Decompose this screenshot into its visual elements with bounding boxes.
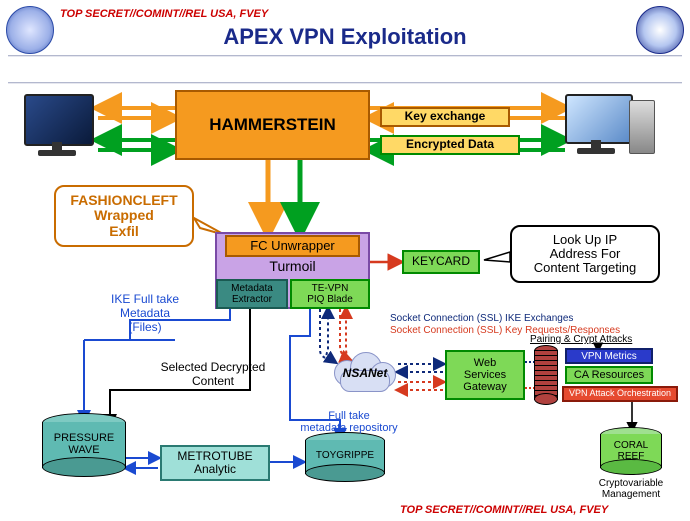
nsanet-label: NSANet xyxy=(330,366,400,380)
web-gateway-box: Web Services Gateway xyxy=(445,350,525,400)
metrotube-label: METROTUBE Analytic xyxy=(177,450,252,476)
keycard-label: KEYCARD xyxy=(412,255,470,268)
toygrippe-label: TOYGRIPPE xyxy=(305,450,385,461)
classification-bottom: TOP SECRET//COMINT//REL USA, FVEY xyxy=(400,504,608,516)
turmoil-label: Turmoil xyxy=(225,258,360,274)
vpn-attack-label: VPN Attack Orchestration xyxy=(569,389,671,399)
fashioncleft-callout: FASHIONCLEFT Wrapped Exfil xyxy=(54,185,194,247)
crypto-mgmt-label: Cryptovariable Management xyxy=(584,478,678,500)
fc-unwrapper-box: FC Unwrapper xyxy=(225,235,360,257)
metadata-extractor-box: Metadata Extractor xyxy=(216,279,288,309)
full-take-repo-label: Full take metadata repository xyxy=(294,410,404,434)
fashioncleft-text: FASHIONCLEFT Wrapped Exfil xyxy=(70,193,177,239)
key-exchange-label: Key exchange xyxy=(380,107,510,127)
key-exchange-text: Key exchange xyxy=(405,110,486,123)
pressure-wave-label: PRESSURE WAVE xyxy=(42,432,126,456)
coral-reef-cylinder: CORAL REEF xyxy=(600,434,662,468)
metrotube-box: METROTUBE Analytic xyxy=(160,445,270,481)
diagram-stage: TOP SECRET//COMINT//REL USA, FVEY APEX V… xyxy=(0,0,690,521)
coral-reef-label: CORAL REEF xyxy=(600,440,662,462)
ca-resources-box: CA Resources xyxy=(565,366,653,384)
lookup-callout: Look Up IP Address For Content Targeting xyxy=(510,225,660,283)
ssl-ike-label: Socket Connection (SSL) IKE Exchanges xyxy=(390,313,573,324)
keycard-box: KEYCARD xyxy=(402,250,480,274)
encrypted-data-label: Encrypted Data xyxy=(380,135,520,155)
hammerstein-label: HAMMERSTEIN xyxy=(209,116,336,135)
web-gateway-label: Web Services Gateway xyxy=(463,357,506,393)
vpn-attack-box: VPN Attack Orchestration xyxy=(562,386,678,402)
vpn-metrics-label: VPN Metrics xyxy=(581,351,637,362)
encrypted-data-text: Encrypted Data xyxy=(406,138,494,151)
pressure-wave-cylinder: PRESSURE WAVE xyxy=(42,422,126,468)
firewall-cylinder-icon xyxy=(534,350,558,400)
nsanet-cloud-icon: NSANet xyxy=(330,350,400,398)
fc-unwrapper-label: FC Unwrapper xyxy=(250,239,335,253)
metadata-extractor-label: Metadata Extractor xyxy=(231,283,273,305)
ca-resources-label: CA Resources xyxy=(574,369,644,381)
ike-full-label: IKE Full take Metadata (Files) xyxy=(100,292,190,334)
pairing-label: Pairing & Crypt Attacks xyxy=(530,334,632,345)
hammerstein-box: HAMMERSTEIN xyxy=(175,90,370,160)
tevpn-label: TE-VPN PIQ Blade xyxy=(307,283,353,305)
selected-decrypted-label: Selected Decrypted Content xyxy=(148,360,278,388)
tevpn-box: TE-VPN PIQ Blade xyxy=(290,279,370,309)
right-computer-icon xyxy=(565,94,653,164)
toygrippe-cylinder: TOYGRIPPE xyxy=(305,440,385,474)
lookup-text: Look Up IP Address For Content Targeting xyxy=(534,233,636,276)
left-computer-icon xyxy=(20,94,100,160)
vpn-metrics-box: VPN Metrics xyxy=(565,348,653,364)
